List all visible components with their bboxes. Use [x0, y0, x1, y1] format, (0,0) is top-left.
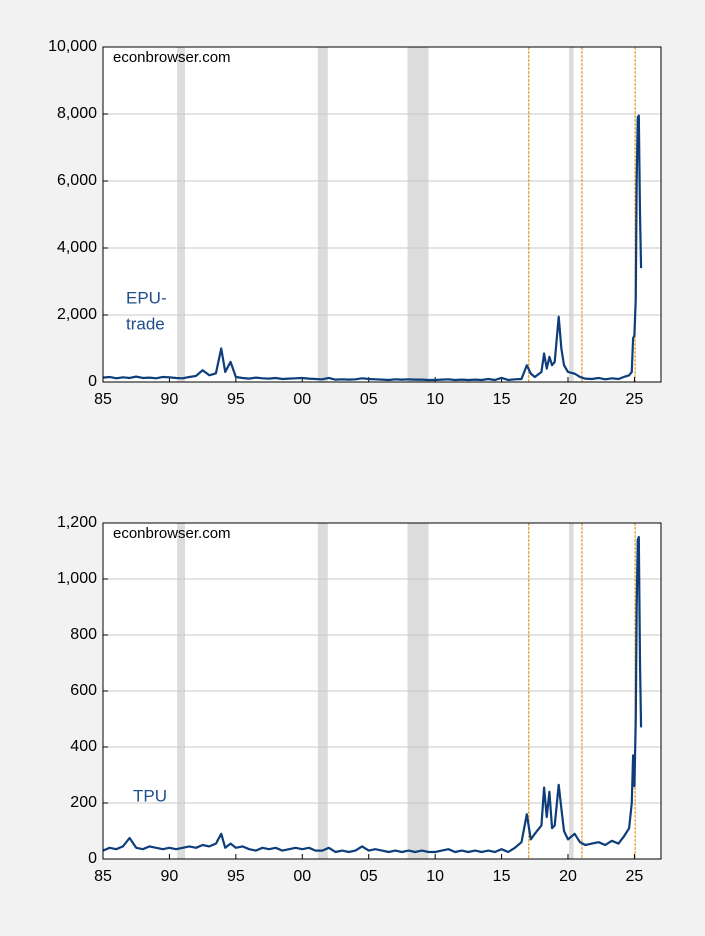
plot-frame — [102, 46, 662, 383]
x-tick-label: 10 — [426, 868, 444, 885]
x-tick-label: 25 — [626, 868, 644, 885]
y-tick-label: 1,000 — [57, 570, 97, 587]
data-line — [102, 535, 643, 854]
y-tick-label: 4,000 — [57, 239, 97, 256]
x-tick-label: 95 — [227, 391, 245, 408]
y-tick-label: 600 — [70, 682, 97, 699]
x-tick-label: 20 — [559, 868, 577, 885]
plot-area — [103, 47, 661, 382]
data-line — [102, 114, 643, 382]
y-tick-label: 0 — [88, 373, 97, 390]
x-tick-label: 00 — [293, 391, 311, 408]
y-tick-label: 0 — [88, 850, 97, 867]
y-tick-label: 1,200 — [57, 514, 97, 531]
plot-frame — [102, 522, 662, 860]
x-tick-label: 15 — [493, 868, 511, 885]
recession-band — [407, 47, 429, 382]
y-tick-label: 6,000 — [57, 172, 97, 189]
x-tick-label: 00 — [293, 868, 311, 885]
source-note: econbrowser.com — [113, 525, 231, 542]
x-tick-label: 25 — [626, 391, 644, 408]
series-label: EPU- — [126, 288, 167, 307]
recession-band — [569, 47, 574, 382]
series-label: TPU — [133, 786, 167, 805]
y-tick-label: 400 — [70, 738, 97, 755]
series-label: trade — [126, 314, 165, 333]
x-tick-label: 85 — [94, 868, 112, 885]
x-tick-label: 95 — [227, 868, 245, 885]
y-tick-label: 10,000 — [48, 38, 97, 55]
x-tick-label: 05 — [360, 391, 378, 408]
x-tick-label: 85 — [94, 391, 112, 408]
y-tick-label: 800 — [70, 626, 97, 643]
x-tick-label: 90 — [161, 868, 179, 885]
x-tick-label: 90 — [161, 391, 179, 408]
y-tick-label: 8,000 — [57, 105, 97, 122]
y-tick-label: 200 — [70, 794, 97, 811]
x-tick-label: 10 — [426, 391, 444, 408]
source-note: econbrowser.com — [113, 49, 231, 66]
x-tick-label: 05 — [360, 868, 378, 885]
x-tick-label: 15 — [493, 391, 511, 408]
recession-band — [177, 47, 185, 382]
recession-band — [317, 47, 328, 382]
y-tick-label: 2,000 — [57, 306, 97, 323]
x-tick-label: 20 — [559, 391, 577, 408]
